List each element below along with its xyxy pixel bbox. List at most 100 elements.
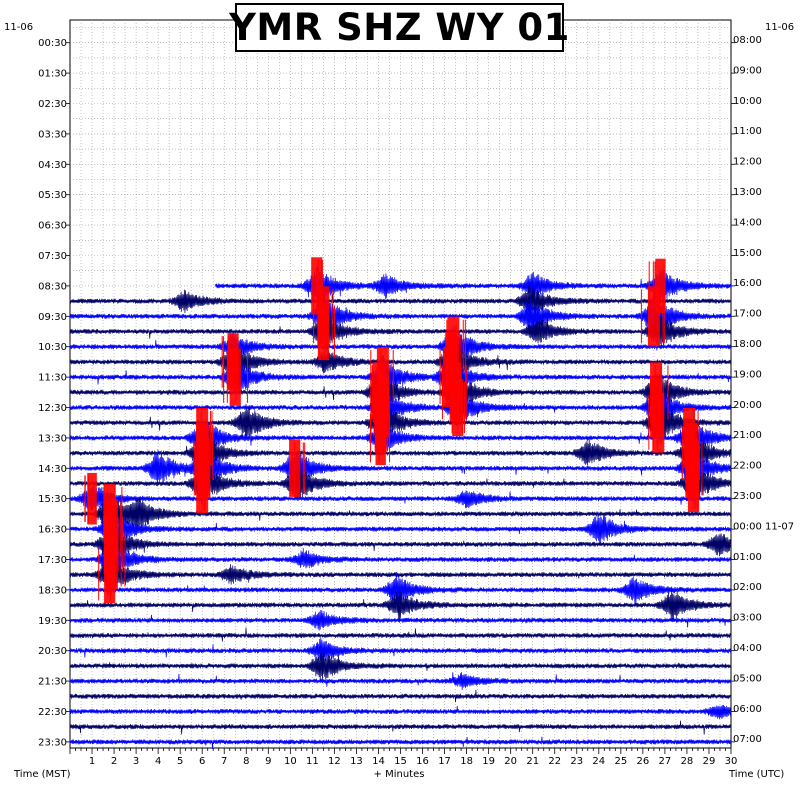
axis-ticks (66, 42, 735, 754)
trace-line (69, 285, 731, 317)
trace-line (69, 417, 731, 461)
y-tick-label-left: 01:30 (38, 69, 67, 80)
y-tick-label-right: 21:00 (733, 430, 762, 441)
trace-line (215, 265, 732, 307)
trace-line (69, 559, 731, 595)
clipped-events (84, 257, 703, 604)
x-tick-label: 12 (328, 756, 341, 767)
x-tick-label: 18 (460, 756, 473, 767)
y-tick-label-left: 11:30 (38, 373, 67, 384)
x-tick-label: 14 (372, 756, 385, 767)
clipped-signal (196, 453, 209, 514)
seismic-traces (69, 265, 732, 749)
trace-line (69, 338, 731, 381)
trace-line (69, 572, 731, 605)
x-tick-label: 22 (548, 756, 561, 767)
clipped-signal (311, 257, 323, 315)
y-tick-label-right: 16:00 (733, 278, 762, 289)
y-tick-label-left: 18:30 (38, 585, 67, 596)
x-tick-label: 9 (265, 756, 271, 767)
x-tick-label: 5 (177, 756, 183, 767)
trace-line (69, 539, 731, 580)
x-tick-label: 13 (350, 756, 363, 767)
y-tick-label-right: 01:00 (733, 552, 762, 563)
trace-line (69, 397, 731, 446)
y-tick-label-right: 05:00 (733, 673, 762, 684)
y-tick-label-left: 00:30 (38, 38, 67, 49)
x-tick-label: 15 (394, 756, 407, 767)
trace-line (69, 325, 731, 368)
x-tick-label: 30 (725, 756, 738, 767)
trace-line (69, 627, 731, 642)
y-tick-label-left: 17:30 (38, 555, 67, 566)
trace-line (69, 736, 731, 749)
y-tick-label-right: 18:00 (733, 339, 762, 350)
trace-line (69, 484, 731, 513)
y-tick-label-left: 08:30 (38, 281, 67, 292)
clipped-signal (104, 546, 116, 604)
trace-line (69, 520, 731, 569)
y-tick-label-left: 12:30 (38, 403, 67, 414)
y-tick-label-left: 22:30 (38, 707, 67, 718)
chart-title: YMR SHZ WY 01 (229, 6, 570, 49)
x-tick-label: 17 (438, 756, 451, 767)
y-tick-label-left: 09:30 (38, 312, 67, 323)
y-tick-label-right: 04:00 (733, 643, 762, 654)
y-tick-label-left: 06:30 (38, 221, 67, 232)
y-tick-label-right: 11:00 (733, 126, 762, 137)
trace-line (69, 586, 731, 622)
y-tick-label-right: 08:00 (733, 35, 762, 46)
x-tick-label: 21 (526, 756, 539, 767)
trace-line (69, 672, 731, 691)
clipped-signal (229, 348, 241, 406)
trace-line (69, 609, 731, 631)
x-axis-label-right: Time (UTC) (728, 769, 784, 780)
y-tick-label-left: 16:30 (38, 525, 67, 536)
y-tick-label-left: 15:30 (38, 494, 67, 505)
y-tick-label-right: 20:00 (733, 400, 762, 411)
y-tick-label-right: 17:00 (733, 309, 762, 320)
y-tick-label-left: 23:30 (38, 737, 67, 748)
trace-line (69, 689, 731, 703)
trace-line (69, 291, 731, 337)
start-date-left: 11-06 (4, 22, 34, 33)
y-tick-label-left: 13:30 (38, 433, 67, 444)
clipped-signal (317, 302, 329, 361)
x-tick-label: 3 (133, 756, 139, 767)
y-tick-label-left: 20:30 (38, 646, 67, 657)
y-tick-label-right: 03:00 (733, 613, 762, 624)
x-axis-label-left: Time (MST) (13, 769, 71, 780)
y-tick-label-right: 19:00 (733, 369, 762, 380)
x-tick-label: 27 (659, 756, 672, 767)
y-tick-label-left: 05:30 (38, 190, 67, 201)
trace-line (69, 312, 731, 350)
trace-line (69, 446, 731, 492)
y-tick-label-right: 10:00 (733, 96, 762, 107)
x-axis-label-center: + Minutes (374, 769, 425, 780)
y-tick-label-left: 14:30 (38, 464, 67, 475)
trace-line (69, 461, 731, 505)
y-tick-label-right: 23:00 (733, 491, 762, 502)
trace-line (69, 355, 731, 401)
x-tick-label: 23 (570, 756, 583, 767)
trace-line (69, 432, 731, 478)
y-tick-label-left: 10:30 (38, 342, 67, 353)
trace-line (69, 720, 731, 735)
y-tick-label-left: 02:30 (38, 99, 67, 110)
clipped-signal (647, 286, 660, 347)
trace-line (69, 493, 731, 534)
y-tick-label-left: 07:30 (38, 251, 67, 262)
title-box: YMR SHZ WY 01 (229, 3, 569, 52)
trace-line (69, 384, 731, 431)
y-tick-label-right: 07:00 (733, 734, 762, 745)
y-tick-label-right: 02:00 (733, 582, 762, 593)
y-tick-label-right: 15:00 (733, 248, 762, 259)
x-tick-label: 20 (504, 756, 517, 767)
trace-line (69, 506, 731, 552)
axis-labels: 1 2 3 4 5 6 7 8 9 10 11 12 13 14 15 16 17 18 19 20 21 22 23 24 2… (38, 35, 794, 767)
y-tick-label-right: 13:00 (733, 187, 762, 198)
y-tick-label-left: 03:30 (38, 129, 67, 140)
start-date-right: 11-06 (765, 22, 795, 33)
x-tick-label: 11 (306, 756, 319, 767)
